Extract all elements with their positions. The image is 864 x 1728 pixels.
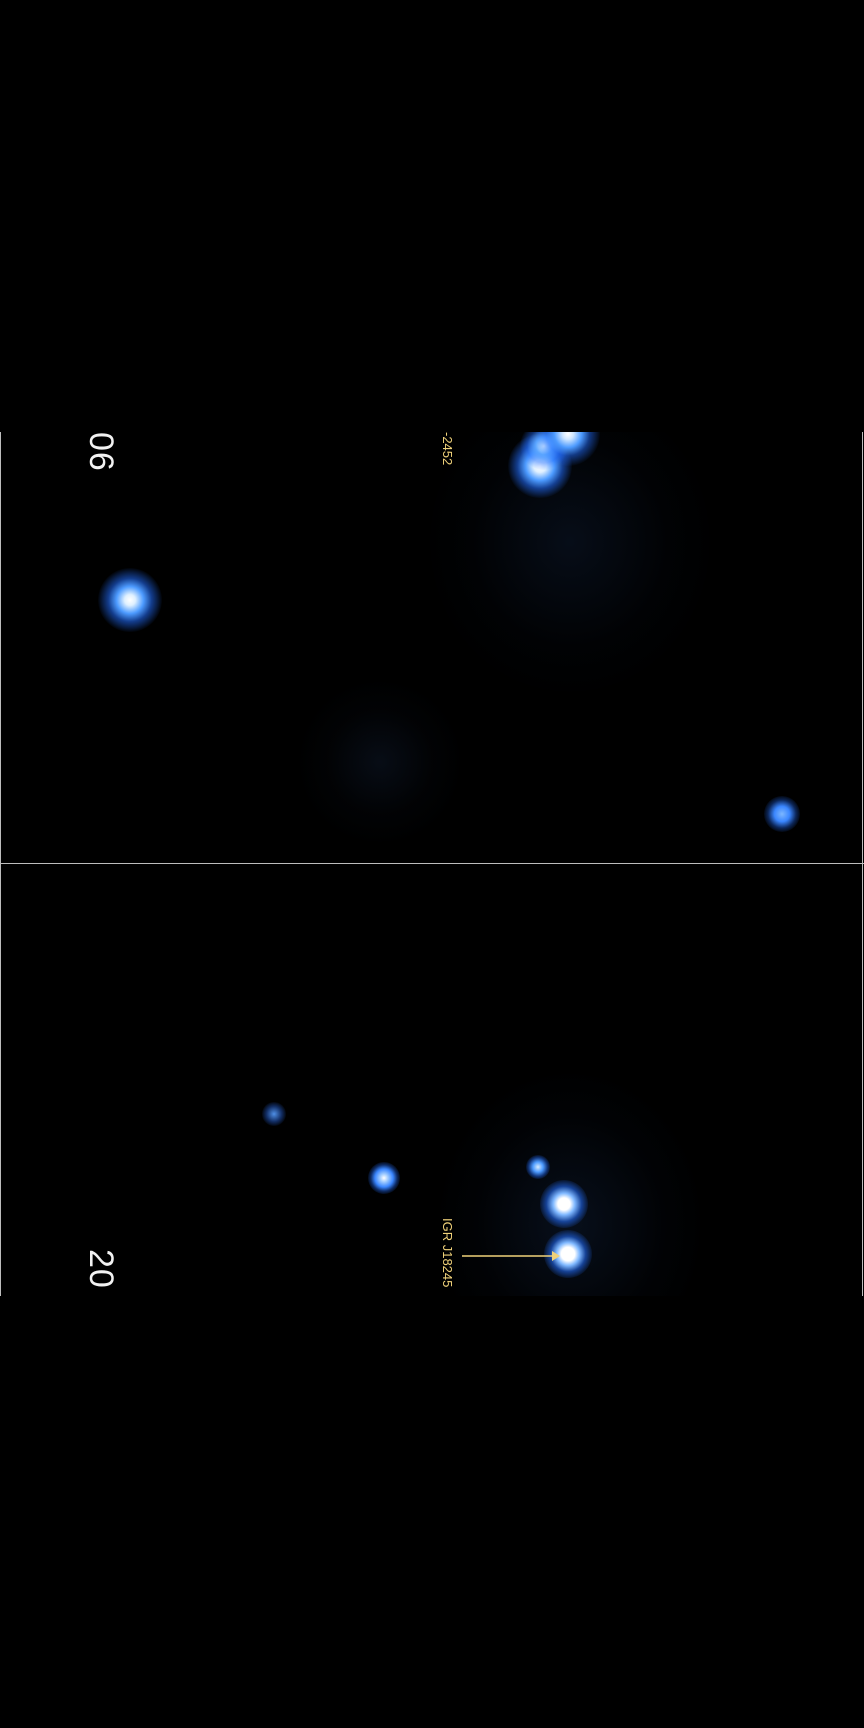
source-label-top: -2452 — [440, 432, 455, 466]
xray-source — [368, 1162, 400, 1194]
xray-source — [536, 432, 600, 466]
xray-source — [764, 796, 800, 832]
epoch-label-bottom: 20 — [82, 1249, 120, 1289]
xray-source — [520, 432, 568, 470]
xray-source — [262, 1102, 286, 1126]
xray-source — [526, 1155, 550, 1179]
xray-figure: 06 -2452 20 IGR J18245 — [0, 432, 864, 1296]
panel-bottom: 20 IGR J18245 — [0, 864, 864, 1296]
xray-source — [508, 434, 572, 498]
frame-border-right — [862, 432, 863, 1296]
xray-source — [540, 1180, 588, 1228]
panel-divider — [0, 863, 864, 864]
xray-source — [98, 568, 162, 632]
panel-top: 06 -2452 — [0, 432, 864, 864]
diffuse-emission — [300, 682, 460, 842]
frame-border-left — [0, 432, 1, 1296]
source-pointer-arrow — [462, 1251, 560, 1261]
source-label-bottom: IGR J18245 — [440, 1218, 455, 1288]
diffuse-emission — [430, 432, 710, 692]
epoch-label-top: 06 — [82, 432, 120, 472]
